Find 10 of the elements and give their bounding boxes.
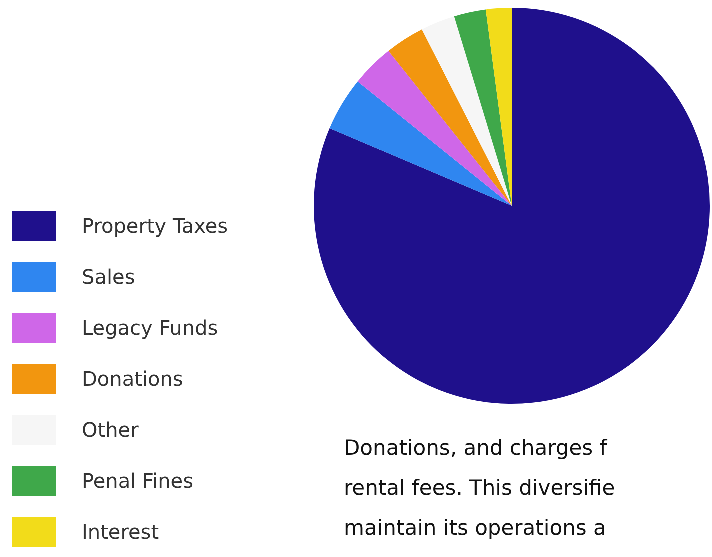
- legend-label: Penal Fines: [82, 469, 194, 493]
- text: maintain its operations a: [344, 515, 608, 542]
- legend-label: Sales: [82, 265, 136, 289]
- text: rental fees. This diversifie: [344, 475, 616, 502]
- legend-label: Interest: [82, 520, 160, 544]
- legend-label: Legacy Funds: [82, 316, 218, 340]
- legend-label: Other: [82, 418, 139, 442]
- legend-label: Property Taxes: [82, 214, 228, 238]
- legend-label: Donations: [82, 367, 184, 391]
- text: Donations, and charges f: [344, 435, 608, 462]
